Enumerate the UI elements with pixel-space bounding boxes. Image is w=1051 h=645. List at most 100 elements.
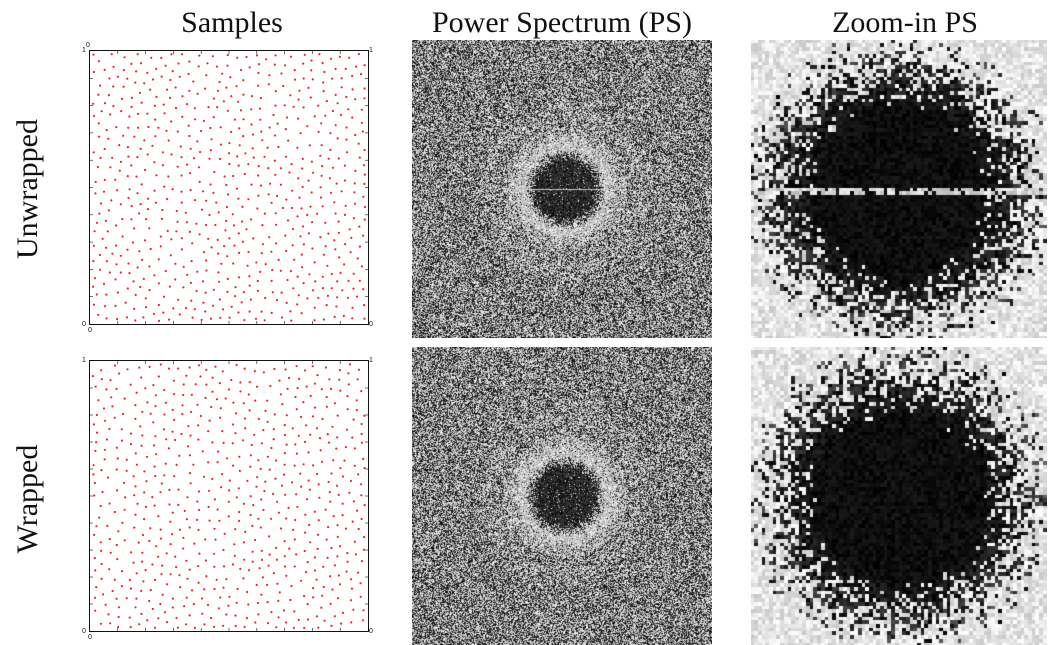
sample-point [279,183,282,186]
sample-point [109,113,112,116]
sample-point [235,363,238,367]
sample-point [109,166,112,169]
sample-point [340,77,343,80]
sample-point [317,483,320,486]
sample-point [355,409,358,412]
sample-point [210,138,213,141]
sample-point [233,543,236,546]
sample-point [260,558,264,561]
sample-point [276,194,279,198]
sample-point [95,293,98,296]
sample-point [351,116,354,119]
sample-point [260,252,263,255]
sample-point [208,213,211,217]
sample-point [120,570,124,573]
sample-point [239,390,242,393]
sample-point [283,555,286,558]
sample-point [307,179,310,182]
sample-point [239,567,242,570]
sample-point [232,401,235,404]
sample-point [125,469,128,472]
sample-point [355,65,358,68]
sample-point [343,213,347,216]
sample-point [320,174,323,177]
sample-point [105,129,108,132]
sample-point [326,433,329,436]
sample-point [219,316,222,319]
sample-point [139,62,143,65]
sample-point [98,253,101,257]
samples-scatter-wrapped [90,361,368,631]
sample-point [313,115,316,118]
sample-point [298,196,301,199]
tick-label-top-left-zero: 0 [86,42,90,49]
sample-point [282,609,286,612]
sample-point [151,78,155,81]
samples-panel-unwrapped [89,50,369,325]
sample-point [193,626,196,629]
sample-point [287,506,290,509]
sample-point [188,89,191,92]
sample-point [267,193,270,196]
sample-point [171,606,174,609]
sample-point [268,553,271,556]
sample-point [358,156,361,159]
sample-point [188,568,191,571]
sample-point [302,463,305,466]
sample-point [167,367,171,370]
sample-point [266,601,269,604]
sample-point [256,207,259,210]
sample-point [221,72,224,75]
sample-point [328,441,331,444]
sample-point [300,579,303,582]
sample-point [283,540,286,543]
sample-point [106,230,109,233]
sample-point [141,533,145,537]
sample-point [306,561,309,564]
sample-point [153,626,157,629]
sample-point [250,183,253,186]
sample-point [120,110,123,113]
sample-point [275,459,278,462]
sample-point [312,464,315,467]
sample-point [204,559,207,562]
sample-point [273,159,276,162]
sample-point [216,106,219,109]
sample-point [174,86,177,89]
sample-point [268,126,271,129]
sample-point [107,137,110,140]
sample-point [140,183,143,186]
sample-point [285,198,288,201]
sample-point [276,500,279,503]
sample-point [313,569,316,572]
sample-point [199,414,202,418]
sample-point [205,269,208,272]
sample-point [213,498,216,501]
sample-point [330,546,333,550]
sample-point [134,452,137,455]
sample-point [228,316,231,319]
sample-point [278,379,281,382]
sample-point [248,66,251,69]
sample-point [188,526,191,529]
sample-point [363,317,366,320]
sample-point [319,154,322,157]
sample-point [179,586,182,589]
sample-point [213,565,216,568]
sample-point [190,589,194,592]
sample-point [234,614,237,617]
sample-point [246,479,249,482]
power-spectrum-image-unwrapped [412,40,712,338]
sample-point [239,109,242,112]
sample-point [283,64,287,67]
sample-point [175,463,178,466]
sample-point [155,545,158,548]
sample-point [360,121,363,124]
sample-point [134,404,137,407]
sample-point [242,541,245,544]
sample-point [195,289,198,293]
sample-point [221,430,224,433]
sample-point [363,97,366,100]
sample-point [266,399,269,402]
sample-point [329,57,333,60]
